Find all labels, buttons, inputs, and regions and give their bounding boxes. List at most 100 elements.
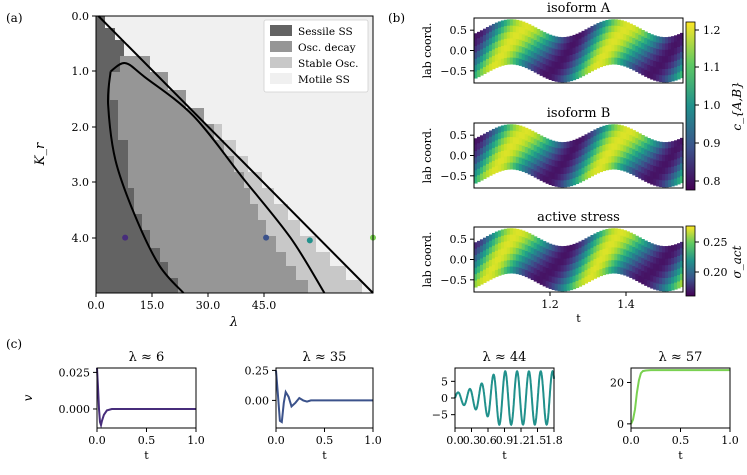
kymo-cell	[533, 164, 538, 172]
velocity-line	[275, 370, 373, 424]
kymo-cell	[629, 160, 633, 168]
kymo-cell	[518, 46, 523, 54]
kymo-cell	[671, 270, 675, 278]
kymo-cell	[557, 173, 562, 181]
kymo-cell	[542, 253, 547, 261]
kymo-cell	[572, 152, 577, 160]
kymo-cell	[491, 135, 496, 143]
kymo-cell	[617, 150, 621, 158]
kymo-cell	[644, 168, 648, 176]
kymo-cell	[635, 235, 639, 243]
kymo-cell	[563, 173, 568, 181]
kymo-cell	[503, 241, 508, 249]
kymo-cell	[503, 124, 508, 132]
kymo-cell	[551, 74, 556, 81]
kymo-cell	[560, 246, 565, 254]
kymo-cell	[617, 57, 621, 65]
kymo-cell	[551, 276, 556, 284]
kymo-cell	[557, 180, 562, 188]
kymo-cell	[611, 32, 615, 39]
kymo-cell	[503, 45, 508, 53]
kymo-cell	[560, 49, 565, 57]
kymo-cell	[474, 261, 478, 269]
kymo-cell	[563, 180, 568, 188]
kymo-cell	[581, 56, 586, 64]
kymo-cell	[602, 157, 606, 165]
xtick-label: 0.0	[622, 434, 640, 447]
kymo-cell	[536, 133, 541, 141]
kymo-cell	[476, 38, 481, 46]
kymo-cell	[515, 131, 520, 139]
kymo-cell	[584, 67, 589, 75]
kymo-cell	[581, 69, 586, 77]
kymo-cell	[575, 177, 580, 185]
kymo-cell	[677, 255, 681, 263]
kymo-cell	[479, 271, 484, 279]
kymo-cell	[566, 277, 571, 285]
kymo-cell	[500, 150, 505, 158]
kymo-cell	[512, 130, 517, 138]
kymo-cell	[635, 242, 639, 250]
kymo-cell	[506, 266, 511, 274]
kymo-cell	[524, 159, 529, 167]
kymo-cell	[557, 148, 562, 156]
kymo-cell	[485, 39, 490, 47]
kymo-cell	[677, 158, 681, 166]
kymo-cell	[491, 154, 496, 162]
kymo-cell	[545, 33, 550, 41]
kymo-cell	[524, 231, 529, 239]
kymo-cell	[503, 26, 508, 34]
kymo-cell	[575, 33, 580, 41]
kymo-cell	[509, 149, 514, 157]
kymo-cell	[488, 253, 493, 261]
kymo-cell	[599, 249, 603, 257]
kymo-cell	[527, 43, 532, 51]
kymo-cell	[491, 239, 496, 247]
trace-frame	[96, 367, 197, 429]
kymo-cell	[551, 67, 556, 75]
kymo-cell	[614, 253, 618, 261]
kymo-cell	[536, 153, 541, 161]
kymo-cell	[650, 171, 654, 179]
kymo-cell	[575, 281, 580, 289]
kymo-cell	[638, 53, 642, 61]
kymo-cell	[641, 258, 645, 266]
kymo-cell	[542, 149, 547, 157]
kymo-cell	[647, 150, 651, 158]
kymo-cell	[611, 156, 615, 164]
kymo-cell	[617, 51, 621, 59]
kymo-cell	[515, 156, 520, 164]
kymo-cell	[569, 257, 574, 265]
kymo-cell	[614, 260, 618, 268]
kymo-cell	[590, 247, 595, 255]
kymo-cell	[668, 55, 672, 63]
kymo-cell	[509, 266, 514, 274]
kymo-cell	[623, 230, 627, 238]
kymo-ylabel: lab coord.	[421, 232, 434, 288]
ytick-label: −0.5	[440, 65, 467, 78]
kymo-cell	[587, 145, 592, 153]
kymo-cell	[518, 255, 523, 263]
kymo-cell	[494, 41, 499, 49]
kymo-cell	[494, 140, 499, 148]
kymo-cell	[515, 260, 520, 268]
legend-label-osc-decay: Osc. decay	[298, 42, 356, 54]
kymo-cell	[494, 257, 499, 265]
kymo-cell	[503, 58, 508, 66]
kymo-cell	[671, 55, 675, 63]
kymo-cell	[614, 241, 618, 249]
kymo-cell	[596, 23, 600, 31]
kymo-cell	[494, 22, 499, 30]
kymo-cell	[608, 130, 612, 138]
kymo-cell	[476, 70, 481, 78]
kymo-cell	[644, 174, 648, 182]
kymo-cell	[647, 176, 651, 184]
motile-boundary-line	[97, 15, 374, 294]
kymo-cell	[578, 156, 583, 164]
point-lambda-44	[306, 237, 313, 244]
kymo-cell	[659, 160, 663, 168]
kymo-cell	[524, 146, 529, 154]
kymo-cell	[665, 258, 669, 266]
kymo-cell	[671, 179, 675, 187]
kymo-cell	[659, 75, 663, 83]
